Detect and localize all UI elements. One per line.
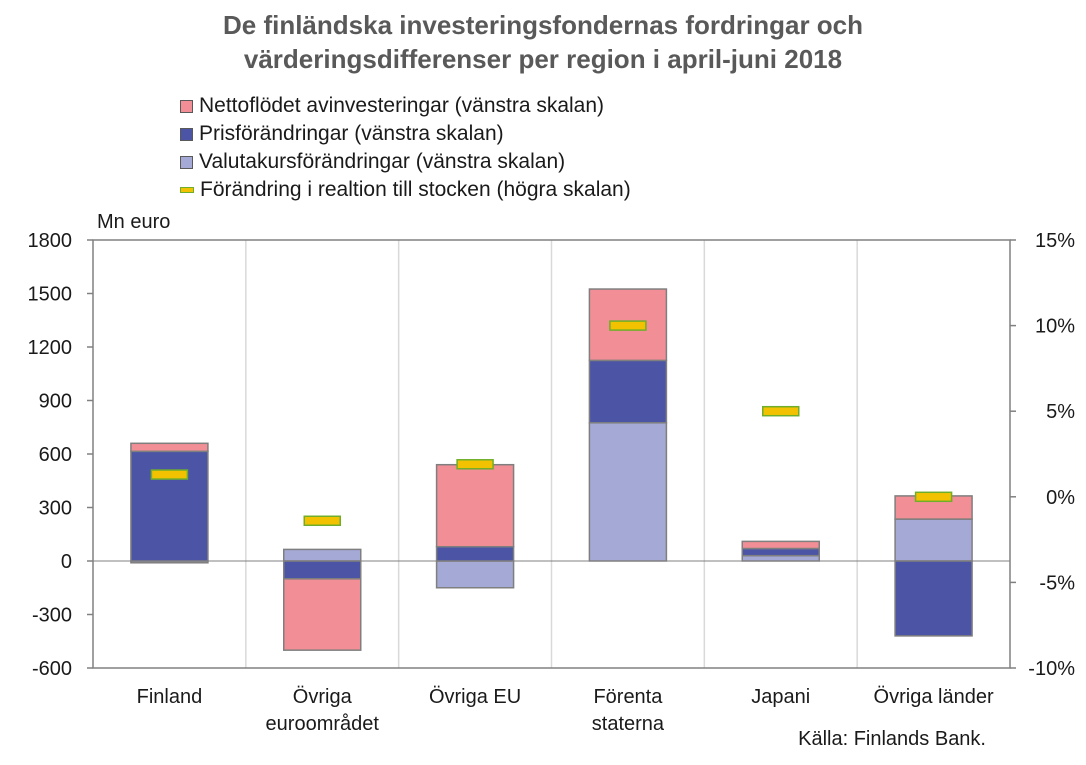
category-label: Japani [751,686,810,708]
category-label: Finland [137,686,203,708]
bar-segment [741,547,820,557]
chart-title-line-1: De finländska investeringsfondernas ford… [222,10,864,40]
legend-item-prisforandringar: Prisförändringar (vänstra skalan) [180,120,631,148]
right-axis-tick-label: 15% [1035,230,1075,252]
legend-swatch-prisforandringar [180,127,193,141]
right-axis-tick-label: 5% [1046,401,1075,423]
legend-swatch-valutakurs [180,155,193,169]
bar-segment [435,560,515,589]
chart-title-line-2: värderingsdifferenser per region i april… [243,44,843,74]
bar-segment [588,422,668,562]
legend: Nettoflödet avinvesteringar (vänstra ska… [180,92,631,204]
category-label: staterna [592,713,665,735]
bar-segment [435,545,515,562]
bar-segment [894,560,973,637]
bar-segment [435,463,515,548]
left-axis-tick-label: -300 [32,605,72,627]
bar-segment [283,578,362,651]
legend-label-forandring: Förändring i realtion till stocken (högr… [200,178,631,201]
marker-point [303,515,341,527]
left-axis-tick-label: 1200 [28,337,73,359]
legend-item-valutakurs: Valutakursförändringar (vänstra skalan) [180,148,631,176]
legend-label-nettoflodet: Nettoflödet avinvesteringar (vänstra ska… [199,94,605,117]
left-axis-unit: Mn euro [97,211,171,233]
marker-point [150,469,189,480]
right-axis-tick-label: -10% [1028,658,1075,680]
left-axis-tick-label: 1500 [28,284,73,306]
category-label: euroområdet [266,713,380,735]
source-note: Källa: Finlands Bank. [798,728,986,750]
legend-item-forandring: Förändring i realtion till stocken (högr… [180,176,631,204]
bar-segment [894,518,973,562]
category-label: Övriga länder [874,686,994,708]
legend-swatch-forandring [180,187,194,193]
left-axis-tick-label: -600 [32,658,72,680]
left-axis-tick-label: 1800 [28,230,73,252]
chart-title: De finländska investeringsfondernas ford… [0,8,1086,76]
left-axis-tick-label: 300 [39,498,72,520]
bar-segment [588,359,668,424]
bar-segment [130,450,209,562]
right-axis-tick-label: 10% [1035,316,1075,338]
marker-point [914,491,953,503]
category-label: Övriga [293,686,353,708]
bar-segment [130,442,209,453]
legend-label-valutakurs: Valutakursförändringar (vänstra skalan) [199,150,566,173]
left-axis-tick-label: 0 [61,551,72,573]
category-label: Förenta [593,686,663,708]
bar-segment [283,548,362,562]
left-axis-tick-label: 600 [39,444,72,466]
bar-segment [741,554,820,562]
bar-segment [283,560,362,580]
right-axis-tick-label: -5% [1039,572,1075,594]
right-axis-tick-label: 0% [1046,487,1075,509]
bar-segment [741,540,820,550]
legend-swatch-nettoflodet [180,99,193,113]
marker-point [762,405,800,417]
left-axis-tick-label: 900 [39,391,72,413]
category-label: Övriga EU [429,686,521,708]
legend-item-nettoflodet: Nettoflödet avinvesteringar (vänstra ska… [180,92,631,120]
marker-point [609,320,647,331]
legend-label-prisforandringar: Prisförändringar (vänstra skalan) [199,122,504,145]
marker-point [456,459,494,470]
